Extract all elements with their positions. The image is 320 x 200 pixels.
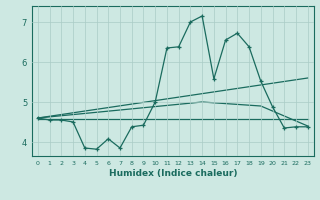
X-axis label: Humidex (Indice chaleur): Humidex (Indice chaleur) xyxy=(108,169,237,178)
